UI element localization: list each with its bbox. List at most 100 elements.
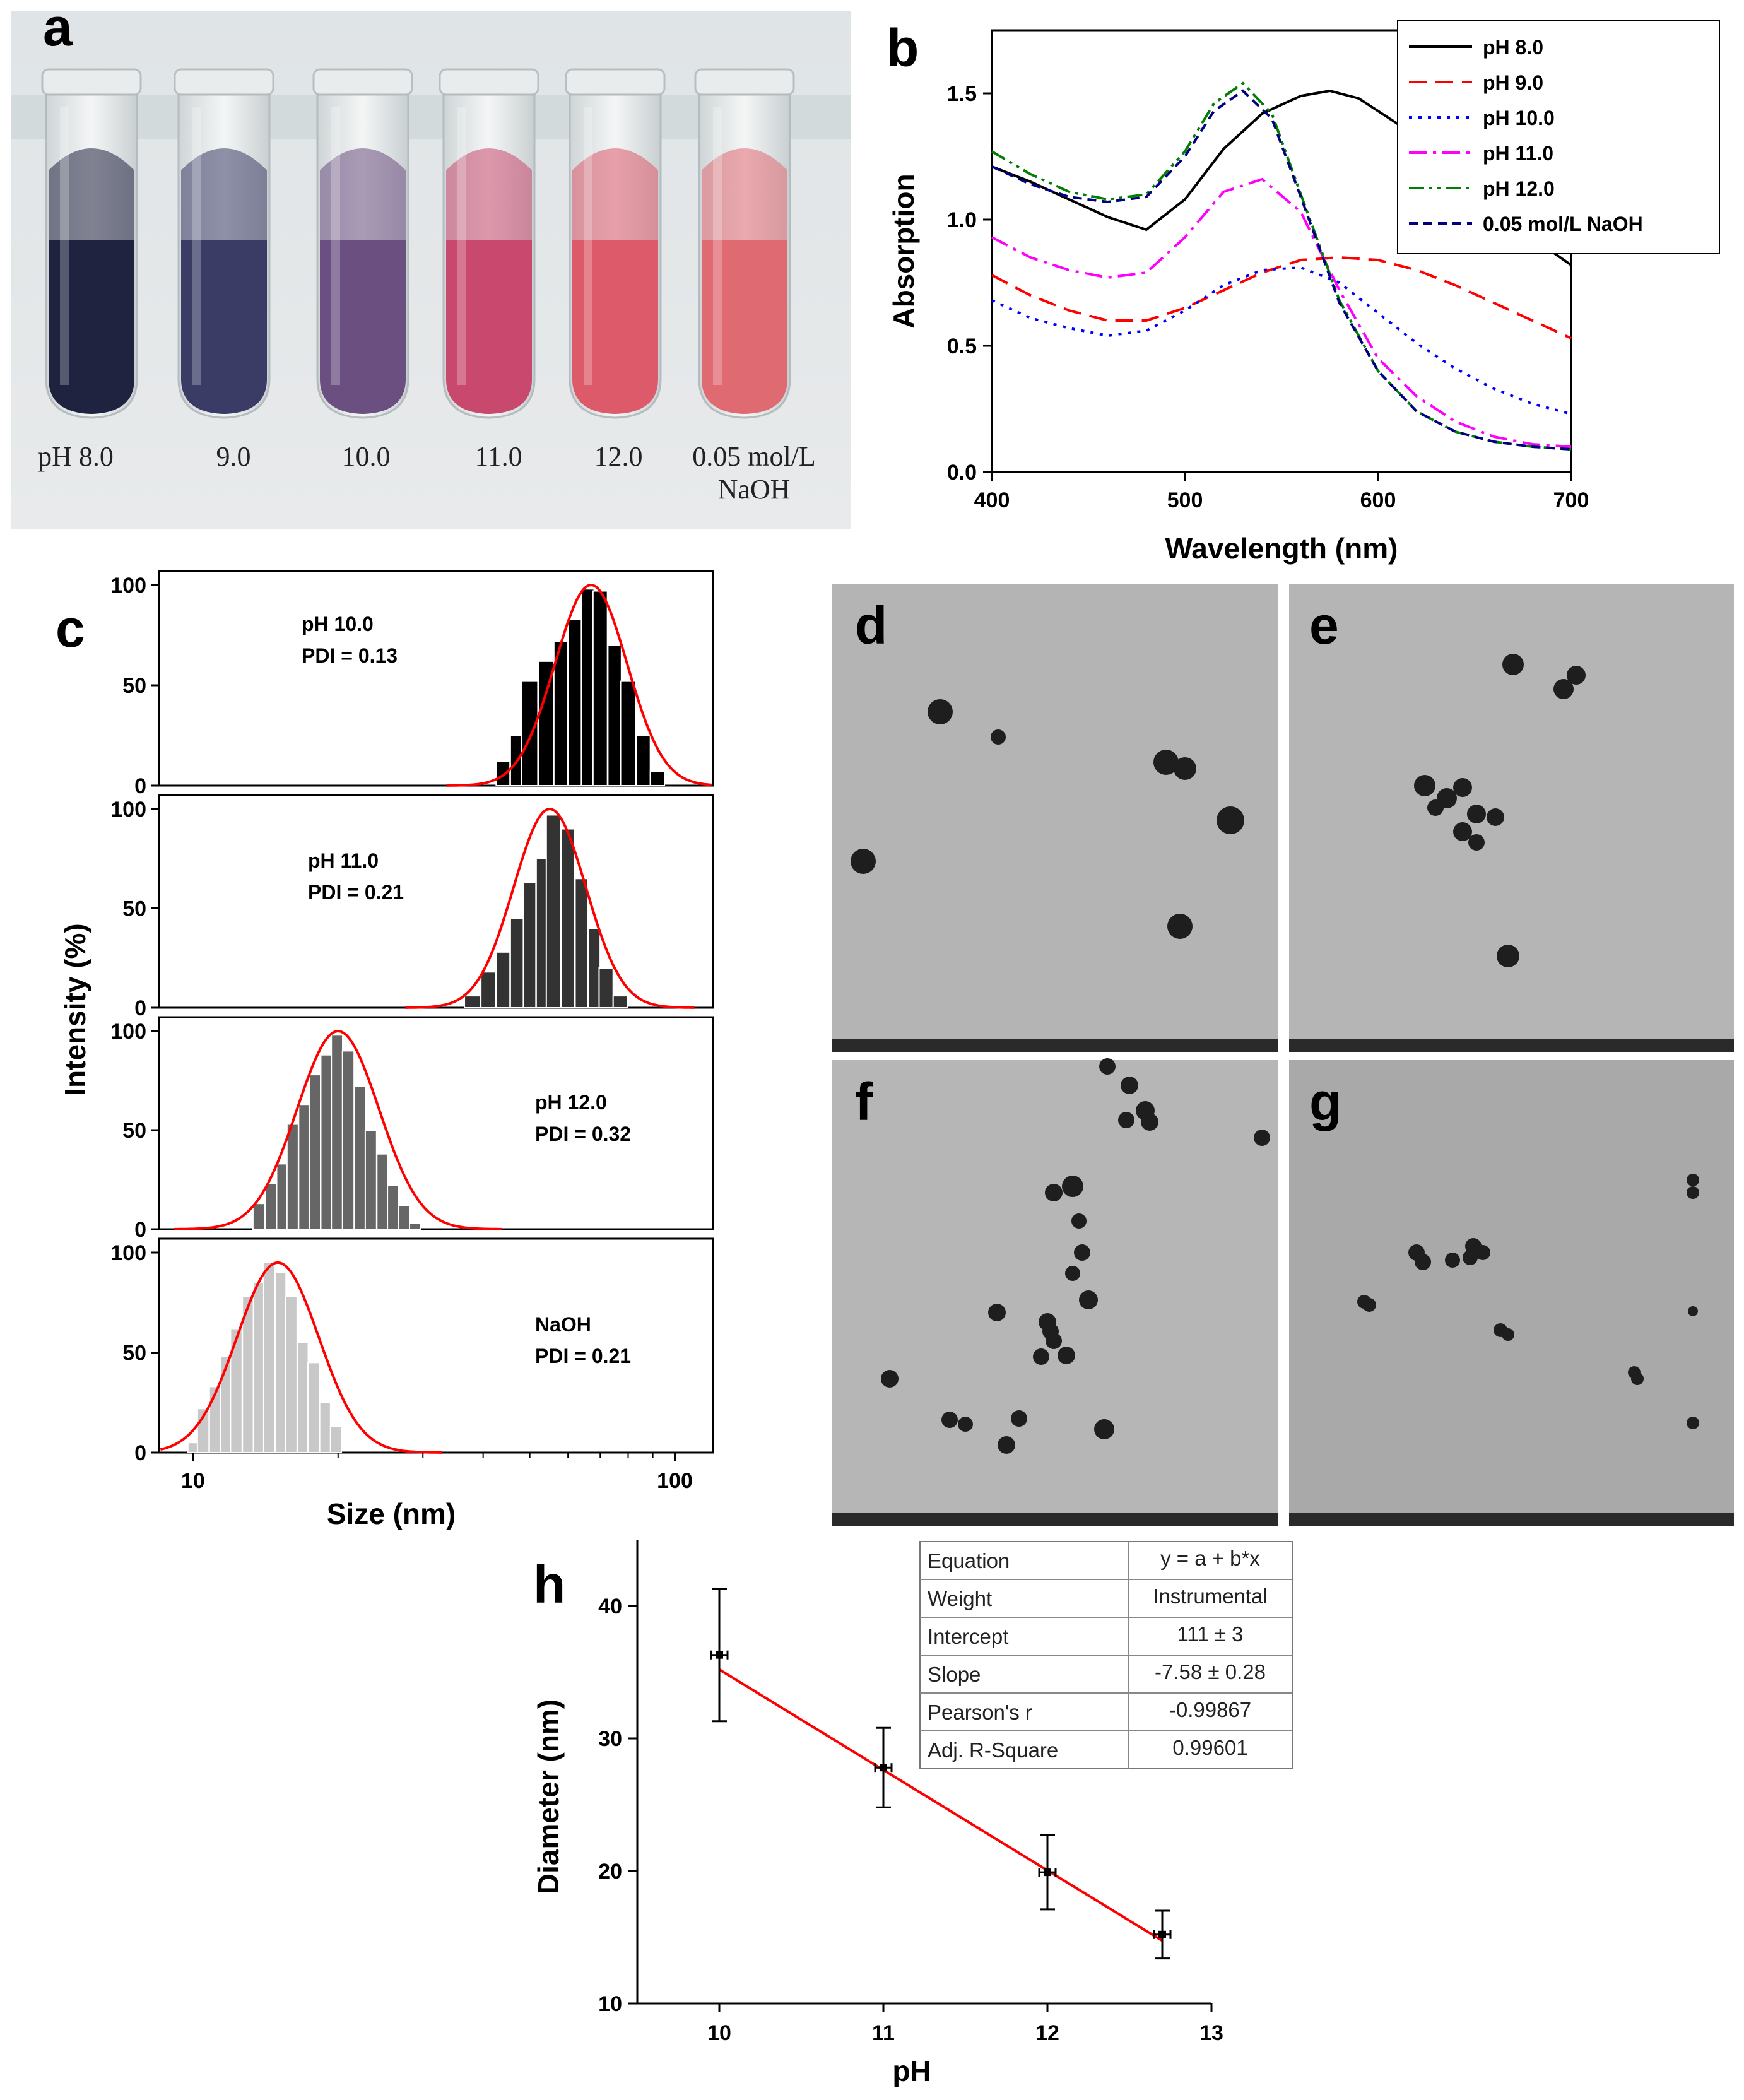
tube-highlight <box>331 107 340 385</box>
nanoparticle <box>1046 1333 1062 1349</box>
y-tick-label: 50 <box>122 1342 146 1366</box>
histogram-bar <box>574 878 589 1008</box>
nanoparticle <box>1045 1184 1063 1201</box>
fit-table-value: y = a + b*x <box>1160 1547 1260 1570</box>
nanoparticle <box>1688 1306 1698 1316</box>
nanoparticle <box>1058 1347 1075 1364</box>
fit-table-key: Weight <box>928 1587 992 1610</box>
legend-entry: pH 12.0 <box>1483 177 1555 200</box>
histogram-bar <box>262 1261 276 1453</box>
y-tick-label: 1.5 <box>947 82 977 106</box>
x-tick-label: 500 <box>1167 488 1203 512</box>
nanoparticle <box>1033 1348 1049 1365</box>
nanoparticle <box>1453 778 1472 797</box>
legend-entry: pH 10.0 <box>1483 107 1555 129</box>
tube-label: 12.0 <box>594 441 643 472</box>
nanoparticle <box>1687 1417 1699 1429</box>
tube-highlight <box>192 107 201 385</box>
panel-label-d: d <box>855 596 887 655</box>
histogram-bar <box>495 951 511 1009</box>
tem-image-f: f <box>832 1060 1278 1526</box>
nanoparticle <box>1567 666 1586 685</box>
histogram-bar <box>598 967 614 1008</box>
subplot-pdi: PDI = 0.13 <box>302 644 398 667</box>
nanoparticle <box>1079 1290 1098 1309</box>
histogram-bar <box>398 1205 411 1230</box>
histogram-bar <box>329 1425 343 1454</box>
histogram-bar <box>364 1130 377 1230</box>
x-axis-title: Size (nm) <box>327 1497 456 1530</box>
nanoparticle <box>851 849 876 874</box>
subplot-label: pH 12.0 <box>535 1091 607 1114</box>
subplot-frame <box>158 794 714 1009</box>
histogram-bar <box>320 1054 333 1230</box>
histogram-bar <box>592 590 608 786</box>
gaussian-fit-line <box>405 807 695 1009</box>
histogram-bar <box>480 971 497 1009</box>
nanoparticle <box>998 1436 1015 1454</box>
histogram-bar <box>607 644 622 787</box>
x-tick-label: 10 <box>707 2021 731 2045</box>
y-axis-title: Diameter (nm) <box>532 1699 565 1894</box>
histogram-bar <box>298 1104 310 1230</box>
tem-image-g: g <box>1289 1060 1734 1526</box>
gaussian-fit-line <box>174 1029 502 1230</box>
panel-label-e: e <box>1309 596 1339 655</box>
nanoparticle <box>1071 1213 1087 1229</box>
fit-table-key: Pearson's r <box>928 1701 1032 1724</box>
histogram-bar <box>635 734 651 786</box>
histogram-bar <box>409 1222 421 1230</box>
nanoparticles <box>851 654 1699 1454</box>
fit-table-key: Slope <box>928 1663 981 1686</box>
fit-table-value: -0.99867 <box>1169 1698 1251 1721</box>
histogram-bar <box>274 1271 287 1453</box>
fit-table-value: -7.58 ± 0.28 <box>1155 1660 1266 1684</box>
subplot-frame <box>158 1016 714 1230</box>
x-tick-label: 13 <box>1199 2021 1223 2045</box>
subplot-label: NaOH <box>535 1313 591 1336</box>
x-tick-label: 11 <box>872 2021 895 2045</box>
y-tick-label: 100 <box>110 1241 146 1265</box>
tube-liquid <box>49 240 134 414</box>
legend-entry: pH 9.0 <box>1483 71 1543 94</box>
histogram-bar <box>276 1163 288 1230</box>
y-tick-label: 30 <box>598 1727 622 1751</box>
tube-label: 9.0 <box>216 441 251 472</box>
histogram-bar <box>319 1401 331 1453</box>
histogram-bar <box>509 917 524 1008</box>
nanoparticle <box>1074 1244 1090 1261</box>
histogram-bar <box>521 680 539 787</box>
y-tick-label: 0 <box>134 996 146 1020</box>
histogram-bar <box>560 828 575 1008</box>
nanoparticle <box>1487 808 1504 826</box>
histogram-bar <box>253 1282 265 1454</box>
tube-cap <box>312 68 413 96</box>
x-tick-label: 700 <box>1553 488 1589 512</box>
y-tick-label: 20 <box>598 1860 622 1884</box>
y-tick-label: 0 <box>134 1441 146 1465</box>
panel-label-g: g <box>1309 1072 1341 1131</box>
x-tick-label: 600 <box>1360 488 1396 512</box>
fit-table-key: Adj. R-Square <box>928 1738 1058 1762</box>
tem-images: d e f g <box>832 584 1734 1526</box>
nanoparticle <box>928 699 953 724</box>
legend-entry: 0.05 mol/L NaOH <box>1483 213 1643 235</box>
data-point <box>1044 1868 1051 1877</box>
tube-liquid <box>572 240 658 414</box>
histogram-bar <box>649 770 666 786</box>
histogram-bar <box>612 995 628 1008</box>
tube-cap <box>41 68 142 96</box>
tem-scalebar-f <box>832 1513 1278 1526</box>
nanoparticle <box>1362 1298 1376 1312</box>
series-line-2 <box>991 266 1572 415</box>
y-tick-label: 50 <box>122 674 146 698</box>
nanoparticle <box>1254 1130 1270 1146</box>
subplot-label: pH 10.0 <box>302 613 374 635</box>
tube-cap <box>174 68 274 96</box>
fit-table: Equation y = a + b*x Weight Instrumental Int… <box>919 1541 1293 1769</box>
tube-highlight <box>457 107 466 385</box>
y-tick-label: 0 <box>134 774 146 798</box>
legend-box <box>1397 20 1720 254</box>
